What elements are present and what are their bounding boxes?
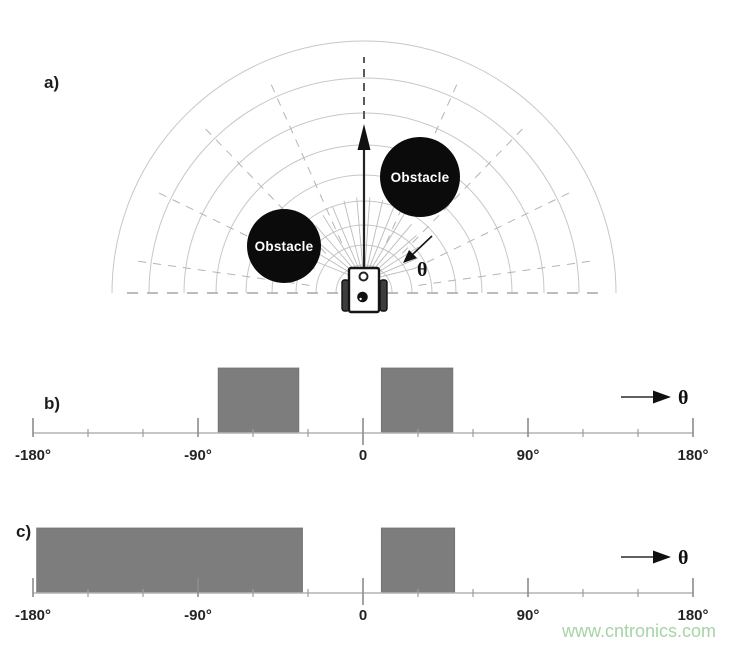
panel-b-label: b) bbox=[44, 394, 60, 413]
field-line bbox=[364, 200, 384, 279]
axis-tick-label: 180° bbox=[677, 447, 708, 464]
theta-pointer-tail bbox=[412, 235, 433, 255]
theta-axis-arrow-head-b bbox=[653, 390, 671, 404]
robot-front-sensor bbox=[358, 271, 369, 282]
robot-right-wheel bbox=[379, 279, 388, 312]
axis-tick-label: -90° bbox=[184, 607, 212, 624]
panel-a-label: a) bbox=[44, 73, 59, 92]
theta-axis-arrow-head-c bbox=[653, 550, 671, 564]
field-line bbox=[363, 197, 371, 279]
watermark-text: www.cntronics.com bbox=[561, 621, 716, 641]
axis-tick-label: -180° bbox=[15, 607, 51, 624]
panel-c-label: c) bbox=[16, 522, 31, 541]
field-line bbox=[356, 197, 365, 279]
theta-pointer-arrowhead bbox=[403, 250, 417, 263]
obstacle-right-label: Obstacle bbox=[391, 170, 450, 185]
obstacle-left-label: Obstacle bbox=[255, 239, 314, 254]
axis-tick-label: -180° bbox=[15, 447, 51, 464]
field-line bbox=[364, 205, 395, 279]
polar-grid-spoke bbox=[418, 260, 594, 286]
field-line bbox=[332, 206, 364, 279]
robot-center-dot bbox=[357, 291, 368, 303]
panel-b: b) θ -180° -90° 0 90° 180° bbox=[15, 367, 709, 464]
theta-symbol-a: θ bbox=[417, 259, 427, 281]
axis-tick-label: -90° bbox=[184, 447, 212, 464]
histogram-bar bbox=[217, 367, 300, 434]
histogram-bar bbox=[36, 527, 303, 594]
axis-tick-label: 0 bbox=[359, 447, 367, 464]
heading-arrow-head bbox=[357, 124, 371, 150]
axis-tick-label: 90° bbox=[517, 447, 540, 464]
polar-grid-arc bbox=[148, 77, 580, 294]
robot-center-dot-highlight bbox=[359, 297, 362, 301]
axis-tick-label: 90° bbox=[517, 607, 540, 624]
robot-body bbox=[347, 266, 381, 314]
panel-c: c) θ -180° -90° 0 90° 180° bbox=[15, 522, 709, 624]
obstacle-right-circle bbox=[380, 137, 460, 217]
field-line bbox=[343, 200, 364, 279]
panel-a: Obstacle Obstacle θ a) bbox=[44, 40, 617, 314]
theta-symbol-b: θ bbox=[678, 387, 688, 409]
theta-symbol-c: θ bbox=[678, 547, 688, 569]
polar-grid-arc bbox=[111, 40, 617, 294]
histogram-bar bbox=[380, 367, 454, 434]
obstacle-left-circle bbox=[247, 209, 321, 283]
axis-tick-label: 180° bbox=[677, 607, 708, 624]
robot bbox=[341, 266, 388, 314]
histogram-bar bbox=[380, 527, 456, 594]
axis-tick-label: 0 bbox=[359, 607, 367, 624]
